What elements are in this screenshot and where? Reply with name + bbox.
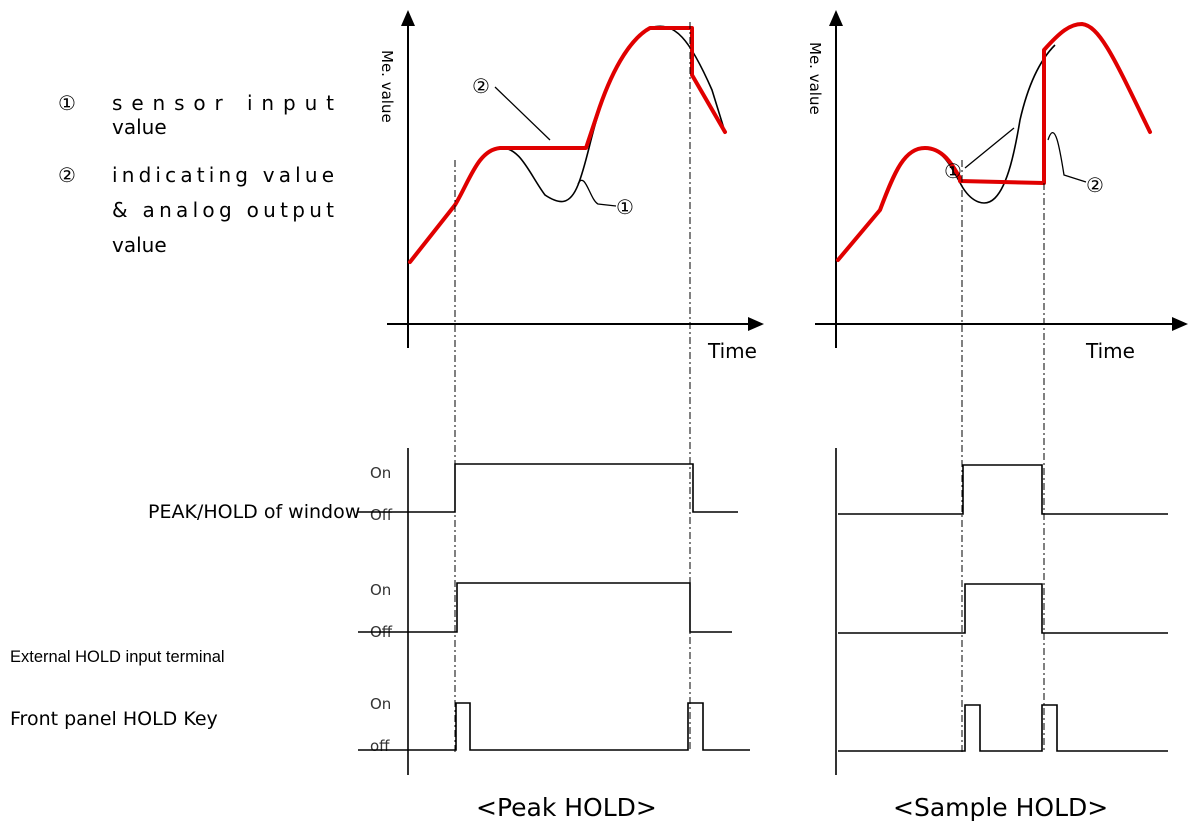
peak-window-on-label: On: [370, 464, 391, 482]
peak-key-off-label: off: [370, 737, 390, 755]
legend-text-1-line-1: sensor input: [112, 91, 334, 115]
peak-y-axis-label: Me. value: [378, 50, 396, 123]
sample-window-waveform: [838, 464, 1168, 515]
sample-y-axis-label: Me. value: [806, 42, 824, 115]
peak-x-arrow-icon: [748, 317, 764, 331]
signal-label-external-hold: External HOLD input terminal: [10, 648, 225, 666]
peak-window-waveform: [358, 463, 738, 513]
sample-y-arrow-icon: [829, 10, 843, 26]
signal-label-front-panel-key: Front panel HOLD Key: [10, 708, 218, 730]
legend-text-2-line-2: & analog output: [112, 198, 334, 222]
peak-x-axis-label: Time: [707, 339, 757, 363]
sample-x-axis-label: Time: [1085, 339, 1135, 363]
sample-callout-2: [1047, 132, 1087, 183]
sample-sensor-curve: [837, 44, 1056, 261]
sample-indicating-curve: [836, 22, 1152, 262]
peak-window-off-label: Off: [370, 506, 393, 524]
peak-marker-1: ①: [616, 195, 634, 219]
sample-marker-1: ①: [944, 159, 962, 183]
legend-text-1-line-2: value: [112, 115, 167, 139]
signal-label-peak-hold-window: PEAK/HOLD of window: [148, 501, 360, 523]
sample-key-waveform: [838, 704, 1168, 752]
legend: ① sensor input value ② indicating value …: [58, 91, 334, 257]
peak-hold-caption: <Peak HOLD>: [476, 793, 657, 822]
peak-indicating-curve: [408, 26, 727, 264]
sample-x-arrow-icon: [1172, 317, 1188, 331]
peak-external-on-label: On: [370, 581, 391, 599]
sample-hold-chart: Me. value Time ① ②: [806, 10, 1188, 363]
sample-hold-timing: [835, 448, 1168, 775]
sample-hold-caption: <Sample HOLD>: [893, 793, 1108, 822]
peak-y-arrow-icon: [401, 10, 415, 26]
peak-hold-chart: Me. value Time ① ②: [378, 10, 764, 363]
legend-marker-2: ②: [58, 163, 76, 187]
legend-text-2-line-1: indicating value: [112, 163, 334, 187]
sample-marker-2: ②: [1086, 173, 1104, 197]
peak-hold-timing: On Off On Off On off: [358, 448, 750, 775]
peak-marker-2: ②: [472, 74, 490, 98]
peak-key-waveform: [358, 702, 750, 751]
peak-key-on-label: On: [370, 695, 391, 713]
peak-sensor-curve: [409, 25, 726, 263]
peak-callout-1: [577, 180, 617, 207]
timing-guides: [454, 22, 1045, 752]
sample-callout-1: [964, 127, 1015, 169]
legend-text-2-line-3: value: [112, 233, 167, 257]
sample-external-waveform: [838, 583, 1168, 634]
peak-callout-2: [494, 86, 551, 141]
peak-external-waveform: [358, 582, 732, 633]
legend-marker-1: ①: [58, 91, 76, 115]
